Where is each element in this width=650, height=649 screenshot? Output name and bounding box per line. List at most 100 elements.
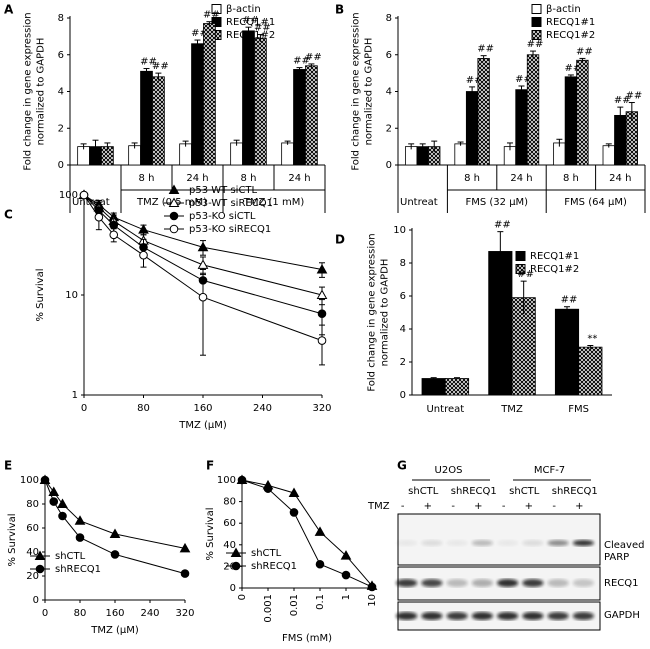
blot-band xyxy=(522,612,544,620)
bar xyxy=(254,37,267,166)
error-bar xyxy=(579,57,586,63)
shrna-label: shCTL xyxy=(408,486,439,497)
cell-line-label: U2OS xyxy=(435,465,463,476)
x-tick-label: 24 h xyxy=(510,173,532,184)
marker xyxy=(49,497,59,506)
y-tick-label: 60 xyxy=(26,523,39,534)
significance-label: ## xyxy=(477,44,494,55)
x-axis-label: FMS (mM) xyxy=(282,633,332,644)
shrna-label: shRECQ1 xyxy=(451,486,497,497)
marker xyxy=(341,570,351,580)
panel-label: C xyxy=(4,208,13,222)
series-line xyxy=(241,479,373,588)
marker xyxy=(289,508,299,517)
marker xyxy=(40,475,50,485)
y-tick-label: 0 xyxy=(400,390,406,401)
error-bar xyxy=(628,102,635,121)
significance-label: ## xyxy=(191,28,208,39)
blot-band xyxy=(572,612,594,620)
x-tick-label: 0 xyxy=(42,608,48,619)
treatment-sign: + xyxy=(575,501,583,512)
x-tick-label: 160 xyxy=(105,608,124,619)
x-tick-label: 10 xyxy=(367,594,378,607)
treatment-sign: + xyxy=(424,501,432,512)
x-tick-label: 320 xyxy=(312,403,331,414)
blot-band xyxy=(446,612,468,620)
significance-label: ## xyxy=(565,63,582,74)
y-tick-label: 100 xyxy=(217,475,236,486)
blot-band xyxy=(547,579,569,587)
legend-label: p53-WT siCTL xyxy=(189,185,258,196)
blot-band xyxy=(572,579,594,587)
marker xyxy=(340,550,352,560)
y-tick-label: 40 xyxy=(26,547,39,558)
error-bar xyxy=(605,143,612,148)
series-line xyxy=(83,194,323,342)
x-tick-label: FMS xyxy=(568,404,589,415)
y-tick-label: 0 xyxy=(230,583,236,594)
treatment-sign: - xyxy=(502,501,506,512)
bar xyxy=(444,378,470,396)
y-tick-label: 8 xyxy=(400,258,406,269)
blot-band xyxy=(446,579,468,587)
bar xyxy=(477,58,490,166)
significance-label: ## xyxy=(517,269,534,280)
legend-label: p53-KO siRECQ1 xyxy=(189,224,271,235)
error-bar xyxy=(497,231,504,272)
marker xyxy=(237,475,247,485)
blot-band xyxy=(396,612,418,620)
group-label: FMS (64 µM) xyxy=(564,197,627,208)
blot-band xyxy=(497,612,519,620)
error-bar xyxy=(319,324,325,366)
significance-label: ## xyxy=(254,23,271,34)
significance-label: ## xyxy=(203,10,220,21)
legend-label: shRECQ1 xyxy=(251,561,297,572)
bar xyxy=(465,91,479,166)
legend-label: RECQ1#2 xyxy=(530,264,579,275)
x-tick-label: Untreat xyxy=(426,404,464,415)
legend-marker xyxy=(34,550,46,560)
y-axis-label: normalized to GAPDH xyxy=(36,38,47,146)
bar xyxy=(526,54,540,166)
legend-marker xyxy=(230,547,242,557)
error-bar xyxy=(194,39,201,48)
legend-swatch xyxy=(515,251,526,261)
treatment-sign: + xyxy=(525,501,533,512)
x-tick-label: 0 xyxy=(237,594,248,600)
bar xyxy=(191,43,204,166)
marker xyxy=(138,224,149,234)
error-bar xyxy=(556,138,563,147)
legend-swatch xyxy=(531,4,542,14)
legend-swatch xyxy=(531,17,542,27)
marker xyxy=(316,263,328,274)
blot-band xyxy=(421,612,443,620)
legend-label: shCTL xyxy=(55,551,86,562)
blot-band xyxy=(471,540,493,546)
treatment-sign: + xyxy=(474,501,482,512)
y-tick-label: 2 xyxy=(58,123,64,134)
blot-row-label: Cleaved PARP xyxy=(604,540,645,563)
legend-label: shRECQ1 xyxy=(55,564,101,575)
x-tick-label: 240 xyxy=(140,608,159,619)
significance-label: ## xyxy=(494,220,511,231)
x-tick-label: 24 h xyxy=(288,173,310,184)
legend-marker xyxy=(35,564,45,574)
y-tick-label: 0 xyxy=(33,595,39,606)
marker xyxy=(314,526,326,536)
marker xyxy=(109,528,121,538)
error-bar xyxy=(200,272,206,356)
y-tick-label: 0 xyxy=(386,160,392,171)
marker xyxy=(179,542,191,553)
blot-frame xyxy=(397,513,601,566)
x-tick-label: 8 h xyxy=(464,173,480,184)
y-tick-label: 60 xyxy=(223,518,236,529)
error-bar xyxy=(257,34,264,42)
error-bar xyxy=(206,21,213,26)
error-bar xyxy=(131,142,138,149)
marker xyxy=(48,486,60,496)
y-tick-label: 40 xyxy=(223,540,236,551)
error-bar xyxy=(567,74,574,79)
legend-label: β-actin xyxy=(226,4,261,15)
marker xyxy=(94,212,104,222)
bar xyxy=(578,346,603,396)
